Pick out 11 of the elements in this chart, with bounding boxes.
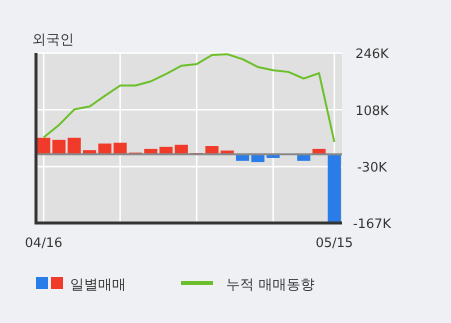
legend-label: 일별매매 [70,277,126,293]
y-tick-label: 246K [355,47,390,62]
y-tick-label: 108K [355,104,390,119]
legend-item: 일별매매 [36,277,126,293]
legend-item: 누적 매매동향 [181,277,314,293]
y-tick-label: -30K [357,160,388,176]
legend-label: 누적 매매동향 [226,277,314,293]
x-tick-label: 05/15 [316,236,354,251]
x-tick-label: 04/16 [24,236,62,251]
y-tick-label: -167K [352,217,392,232]
chart-title: 외국인 [32,32,74,48]
